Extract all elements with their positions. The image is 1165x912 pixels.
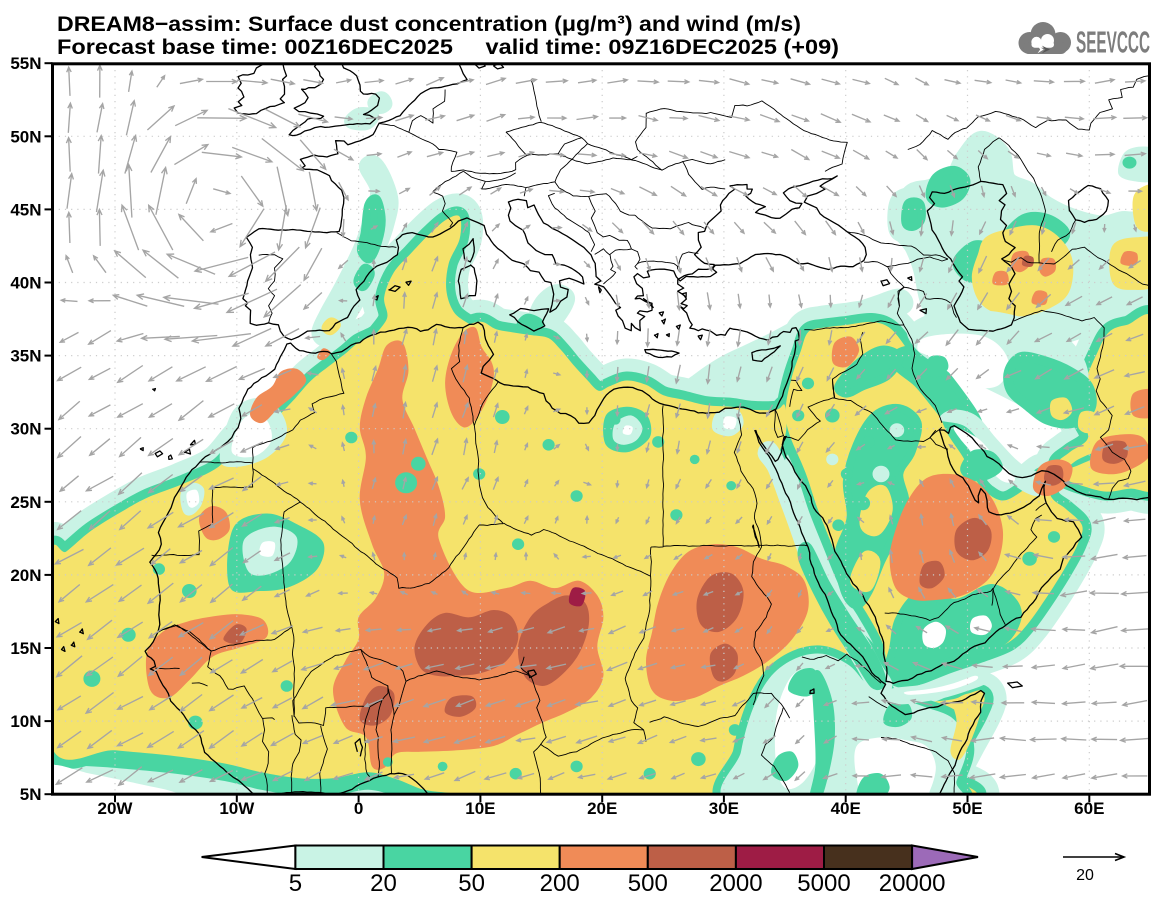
svg-text:10N: 10N <box>10 712 41 731</box>
svg-text:30E: 30E <box>709 799 739 818</box>
svg-text:20: 20 <box>370 870 397 897</box>
svg-text:20W: 20W <box>98 799 134 818</box>
svg-text:50N: 50N <box>10 127 41 146</box>
svg-text:500: 500 <box>628 870 668 897</box>
svg-text:SEEVCCC: SEEVCCC <box>1076 25 1150 60</box>
svg-text:200: 200 <box>540 870 580 897</box>
svg-text:Forecast base time: 00Z16DEC20: Forecast base time: 00Z16DEC2025 valid t… <box>57 35 839 59</box>
svg-text:10E: 10E <box>465 799 495 818</box>
svg-text:DREAM8−assim: Surface dust con: DREAM8−assim: Surface dust concentration… <box>57 12 801 36</box>
svg-text:10W: 10W <box>219 799 255 818</box>
svg-text:45N: 45N <box>10 200 41 219</box>
svg-text:2000: 2000 <box>709 870 762 897</box>
svg-text:35N: 35N <box>10 347 41 366</box>
svg-text:5N: 5N <box>20 785 42 804</box>
svg-text:55N: 55N <box>10 54 41 73</box>
svg-text:20: 20 <box>1076 867 1094 884</box>
svg-text:5: 5 <box>289 870 302 897</box>
svg-text:25N: 25N <box>10 493 41 512</box>
svg-text:20E: 20E <box>587 799 617 818</box>
svg-text:20N: 20N <box>10 566 41 585</box>
svg-text:5000: 5000 <box>797 870 850 897</box>
svg-text:60E: 60E <box>1074 799 1104 818</box>
svg-text:50: 50 <box>458 870 485 897</box>
svg-text:20000: 20000 <box>879 870 946 897</box>
svg-text:15N: 15N <box>10 639 41 658</box>
svg-text:40N: 40N <box>10 274 41 293</box>
svg-text:40E: 40E <box>831 799 861 818</box>
svg-text:0: 0 <box>354 799 363 818</box>
svg-text:50E: 50E <box>952 799 982 818</box>
svg-text:30N: 30N <box>10 420 41 439</box>
